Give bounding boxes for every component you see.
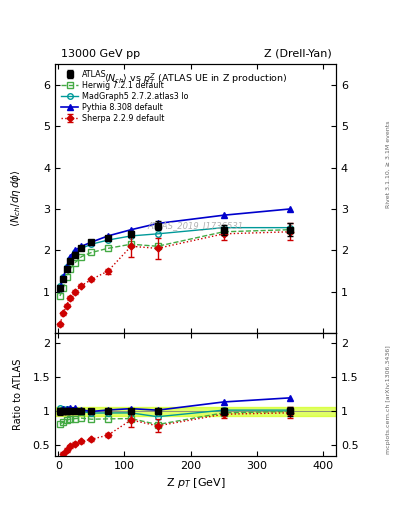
MadGraph5 2.7.2.atlas3 lo <box>79 245 84 251</box>
Pythia 8.308 default <box>68 253 72 260</box>
Pythia 8.308 default <box>79 243 84 249</box>
Text: Rivet 3.1.10, ≥ 3.1M events: Rivet 3.1.10, ≥ 3.1M events <box>386 120 391 207</box>
MadGraph5 2.7.2.atlas3 lo <box>64 264 69 270</box>
Pythia 8.308 default <box>72 247 77 253</box>
MadGraph5 2.7.2.atlas3 lo <box>89 241 94 247</box>
Herwig 7.2.1 default <box>79 253 84 260</box>
Herwig 7.2.1 default <box>106 245 110 251</box>
MadGraph5 2.7.2.atlas3 lo <box>72 249 77 255</box>
MadGraph5 2.7.2.atlas3 lo <box>61 274 66 281</box>
Herwig 7.2.1 default <box>61 285 66 291</box>
Herwig 7.2.1 default <box>287 227 292 233</box>
Pythia 8.308 default <box>221 212 226 218</box>
Herwig 7.2.1 default <box>64 274 69 281</box>
Herwig 7.2.1 default <box>89 249 94 255</box>
Pythia 8.308 default <box>155 221 160 227</box>
Text: Z (Drell-Yan): Z (Drell-Yan) <box>264 49 332 59</box>
Herwig 7.2.1 default <box>129 241 133 247</box>
Herwig 7.2.1 default <box>58 293 62 299</box>
MadGraph5 2.7.2.atlas3 lo <box>221 225 226 231</box>
Herwig 7.2.1 default <box>72 260 77 266</box>
X-axis label: Z $p_T$ [GeV]: Z $p_T$ [GeV] <box>166 476 225 490</box>
Pythia 8.308 default <box>58 285 62 291</box>
Text: $\langle N_{ch}\rangle$ vs $p_T^Z$ (ATLAS UE in Z production): $\langle N_{ch}\rangle$ vs $p_T^Z$ (ATLA… <box>104 72 287 87</box>
Pythia 8.308 default <box>129 227 133 233</box>
Line: Herwig 7.2.1 default: Herwig 7.2.1 default <box>57 227 292 299</box>
Pythia 8.308 default <box>89 239 94 245</box>
Pythia 8.308 default <box>61 274 66 281</box>
Y-axis label: $\langle N_{ch}/d\eta\, d\phi\rangle$: $\langle N_{ch}/d\eta\, d\phi\rangle$ <box>9 170 23 227</box>
Herwig 7.2.1 default <box>221 229 226 235</box>
Pythia 8.308 default <box>287 206 292 212</box>
MadGraph5 2.7.2.atlas3 lo <box>68 255 72 262</box>
MadGraph5 2.7.2.atlas3 lo <box>287 225 292 231</box>
Text: 13000 GeV pp: 13000 GeV pp <box>61 49 140 59</box>
Legend: ATLAS, Herwig 7.2.1 default, MadGraph5 2.7.2.atlas3 lo, Pythia 8.308 default, Sh: ATLAS, Herwig 7.2.1 default, MadGraph5 2… <box>59 68 190 124</box>
Pythia 8.308 default <box>106 233 110 239</box>
Y-axis label: Ratio to ATLAS: Ratio to ATLAS <box>13 359 23 430</box>
Text: mcplots.cern.ch [arXiv:1306.3436]: mcplots.cern.ch [arXiv:1306.3436] <box>386 345 391 454</box>
MadGraph5 2.7.2.atlas3 lo <box>106 237 110 243</box>
MadGraph5 2.7.2.atlas3 lo <box>155 231 160 237</box>
Text: ATLAS_2019_I1736531: ATLAS_2019_I1736531 <box>147 221 244 230</box>
Line: MadGraph5 2.7.2.atlas3 lo: MadGraph5 2.7.2.atlas3 lo <box>57 225 292 288</box>
Bar <box>55 408 336 416</box>
Pythia 8.308 default <box>64 264 69 270</box>
Line: Pythia 8.308 default: Pythia 8.308 default <box>57 206 292 290</box>
Herwig 7.2.1 default <box>68 266 72 272</box>
Herwig 7.2.1 default <box>155 243 160 249</box>
MadGraph5 2.7.2.atlas3 lo <box>58 283 62 289</box>
MadGraph5 2.7.2.atlas3 lo <box>129 233 133 239</box>
